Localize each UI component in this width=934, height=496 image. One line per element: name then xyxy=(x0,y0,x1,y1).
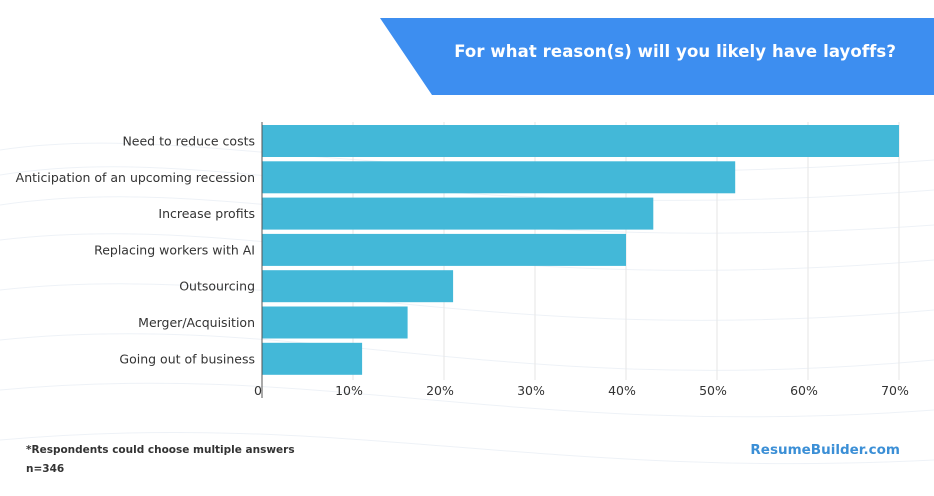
x-tick-label: 20% xyxy=(426,383,454,398)
bars xyxy=(262,125,899,375)
category-label: Replacing workers with AI xyxy=(94,242,255,257)
category-label: Increase profits xyxy=(158,206,255,221)
footnote: *Respondents could choose multiple answe… xyxy=(26,441,295,479)
x-tick-label: 50% xyxy=(699,383,727,398)
footnote-sample-size: n=346 xyxy=(26,463,65,475)
category-label: Need to reduce costs xyxy=(122,134,255,149)
x-tick-labels: 0 10% 20% 30% 40% 50% 60% 70% xyxy=(254,383,909,398)
x-tick-label: 30% xyxy=(517,383,545,398)
bar xyxy=(262,270,454,303)
x-tick-label: 10% xyxy=(335,383,363,398)
bar xyxy=(262,161,736,194)
category-label: Going out of business xyxy=(119,351,255,366)
category-labels: Need to reduce costs Anticipation of an u… xyxy=(16,134,255,367)
bar xyxy=(262,342,363,375)
x-tick-label: 70% xyxy=(881,383,909,398)
bar xyxy=(262,233,626,266)
bar xyxy=(262,197,654,230)
title-banner: For what reason(s) will you likely have … xyxy=(380,18,934,95)
title-banner-polygon xyxy=(380,18,934,95)
category-label: Outsourcing xyxy=(179,279,255,294)
category-label: Anticipation of an upcoming recession xyxy=(16,170,255,185)
footnote-note: *Respondents could choose multiple answe… xyxy=(26,444,295,456)
brand-logo-text: ResumeBuilder.com xyxy=(750,442,900,458)
bar xyxy=(262,125,899,157)
x-tick-label: 0 xyxy=(254,383,262,398)
title-banner-shape xyxy=(380,18,934,95)
chart-title: For what reason(s) will you likely have … xyxy=(454,42,896,61)
x-tick-label: 60% xyxy=(790,383,818,398)
category-label: Merger/Acquisition xyxy=(138,315,255,330)
x-tick-label: 40% xyxy=(608,383,636,398)
bar xyxy=(262,306,408,339)
